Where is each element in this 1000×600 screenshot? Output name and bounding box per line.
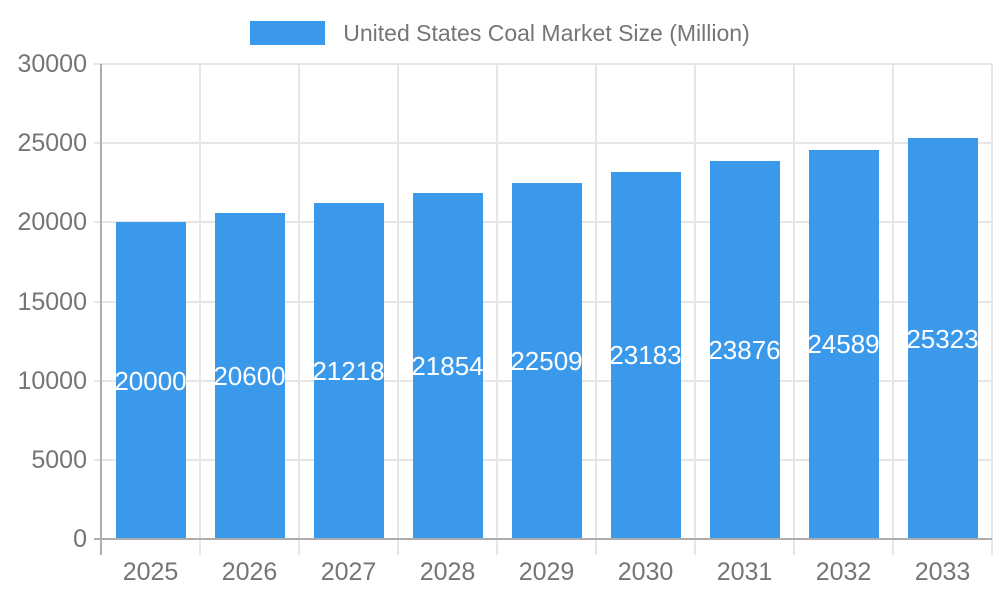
y-axis-tick-label: 20000 (17, 208, 87, 237)
x-axis-tick-label: 2033 (914, 558, 971, 586)
bar-2029 (511, 182, 582, 539)
x-gridline (496, 64, 498, 555)
x-axis-tick-label: 2030 (617, 558, 674, 586)
y-gridline (94, 142, 992, 145)
x-gridline (991, 64, 993, 555)
x-axis-tick-label: 2028 (419, 558, 476, 586)
y-axis-tick-label: 0 (73, 525, 87, 553)
y-axis-tick-label: 15000 (17, 287, 87, 316)
bar-2028 (412, 192, 483, 539)
bar-2025 (115, 222, 186, 539)
bar-value-label: 23183 (609, 340, 682, 371)
x-axis-tick-label: 2027 (320, 558, 377, 586)
x-axis-tick-label: 2032 (815, 558, 872, 586)
x-gridline (397, 64, 399, 555)
bar-2033 (907, 138, 978, 539)
bar-value-label: 20000 (114, 365, 187, 396)
x-gridline (892, 64, 894, 555)
x-gridline (199, 64, 201, 555)
x-axis-tick-label: 2026 (221, 558, 278, 586)
bar-value-label: 25323 (906, 323, 979, 354)
y-axis-tick-label: 10000 (17, 366, 87, 395)
y-axis-tick-label: 25000 (17, 129, 87, 158)
y-axis-tick-label: 30000 (17, 50, 87, 78)
legend: United States Coal Market Size (Million) (0, 14, 1000, 52)
x-gridline (595, 64, 597, 555)
bar-value-label: 23876 (708, 334, 781, 365)
x-gridline (694, 64, 696, 555)
bar-2031 (709, 160, 780, 539)
bar-value-label: 22509 (510, 345, 583, 376)
x-axis-tick-label: 2029 (518, 558, 575, 586)
bar-2026 (214, 212, 285, 539)
y-gridline (94, 63, 992, 65)
x-axis-tick-label: 2025 (122, 558, 179, 586)
x-axis-tick-label: 2031 (716, 558, 773, 586)
bar-value-label: 24589 (807, 329, 880, 360)
bar-2032 (808, 149, 879, 539)
bar-value-label: 21854 (411, 350, 484, 381)
bar-2030 (610, 171, 681, 539)
bar-value-label: 21218 (312, 356, 385, 387)
y-axis-tick-label: 5000 (31, 445, 87, 474)
legend-series-swatch[interactable] (250, 21, 326, 45)
bar-value-label: 20600 (213, 360, 286, 391)
legend-series-label[interactable]: United States Coal Market Size (Million) (343, 19, 750, 46)
x-gridline (298, 64, 300, 555)
y-axis-line (100, 64, 102, 555)
x-axis-line (94, 538, 992, 540)
x-gridline (793, 64, 795, 555)
bar-2027 (313, 203, 384, 539)
